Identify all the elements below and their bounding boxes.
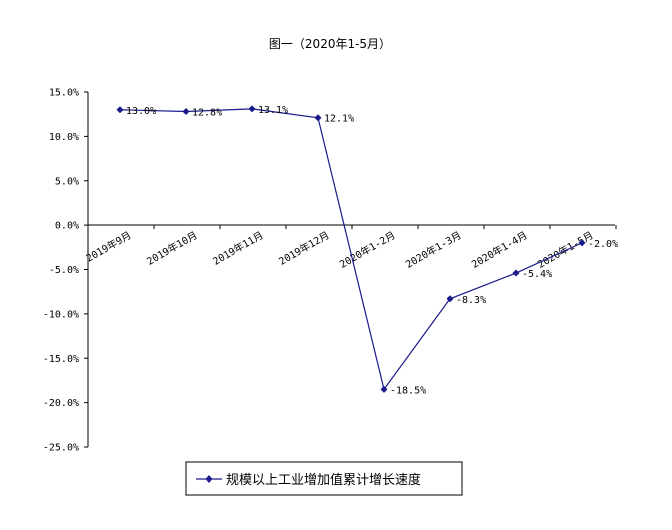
data-label: -5.4%	[522, 269, 552, 280]
data-point	[182, 108, 190, 116]
data-label: -2.0%	[588, 239, 618, 250]
data-label: 12.8%	[192, 108, 222, 119]
y-tick-label: -5.0%	[49, 265, 79, 276]
legend: 规模以上工业增加值累计增长速度	[185, 461, 463, 496]
x-tick-label: 2019年11月	[210, 228, 265, 267]
y-tick-label: -20.0%	[43, 398, 79, 409]
x-tick-label: 2019年10月	[144, 228, 199, 267]
legend-box	[185, 461, 463, 496]
data-point	[380, 385, 388, 393]
x-tick-label: 2019年9月	[84, 228, 134, 264]
x-tick-label: 2020年1-5月	[535, 228, 595, 270]
x-tick-label: 2020年1-3月	[403, 228, 463, 270]
data-point	[116, 106, 124, 114]
y-tick-label: 5.0%	[55, 176, 79, 187]
y-tick-label: -15.0%	[43, 354, 79, 365]
legend-label: 规模以上工业增加值累计增长速度	[226, 472, 421, 488]
y-tick-label: 0.0%	[55, 221, 79, 232]
legend-marker	[205, 475, 213, 483]
data-point	[248, 105, 256, 113]
data-label: -18.5%	[390, 385, 426, 396]
chart-title: 图一（2020年1-5月）	[269, 37, 391, 51]
y-tick-label: 10.0%	[49, 132, 79, 143]
data-label: 13.1%	[258, 105, 288, 116]
series-line	[119, 108, 583, 391]
y-tick-label: 15.0%	[49, 88, 79, 99]
data-labels: 13.0% 12.8% 13.1% 12.1% -18.5% -8.3% -5.4% -2.0…	[126, 105, 618, 396]
y-axis-ticks: 15.0% 10.0% 5.0% 0.0% -5.0% -10.0% -15.0% -20.0…	[43, 88, 88, 454]
series-points	[116, 105, 586, 393]
x-tick-label: 2019年12月	[276, 228, 331, 267]
data-label: -8.3%	[456, 295, 486, 306]
data-point	[578, 239, 586, 247]
y-tick-label: -25.0%	[43, 443, 79, 454]
data-point	[446, 295, 454, 303]
data-label: 13.0%	[126, 106, 156, 117]
data-point	[512, 269, 520, 277]
x-tick-label: 2020年1-4月	[469, 228, 529, 270]
y-tick-label: -10.0%	[43, 309, 79, 320]
data-point	[314, 114, 322, 122]
data-label: 12.1%	[324, 114, 354, 125]
